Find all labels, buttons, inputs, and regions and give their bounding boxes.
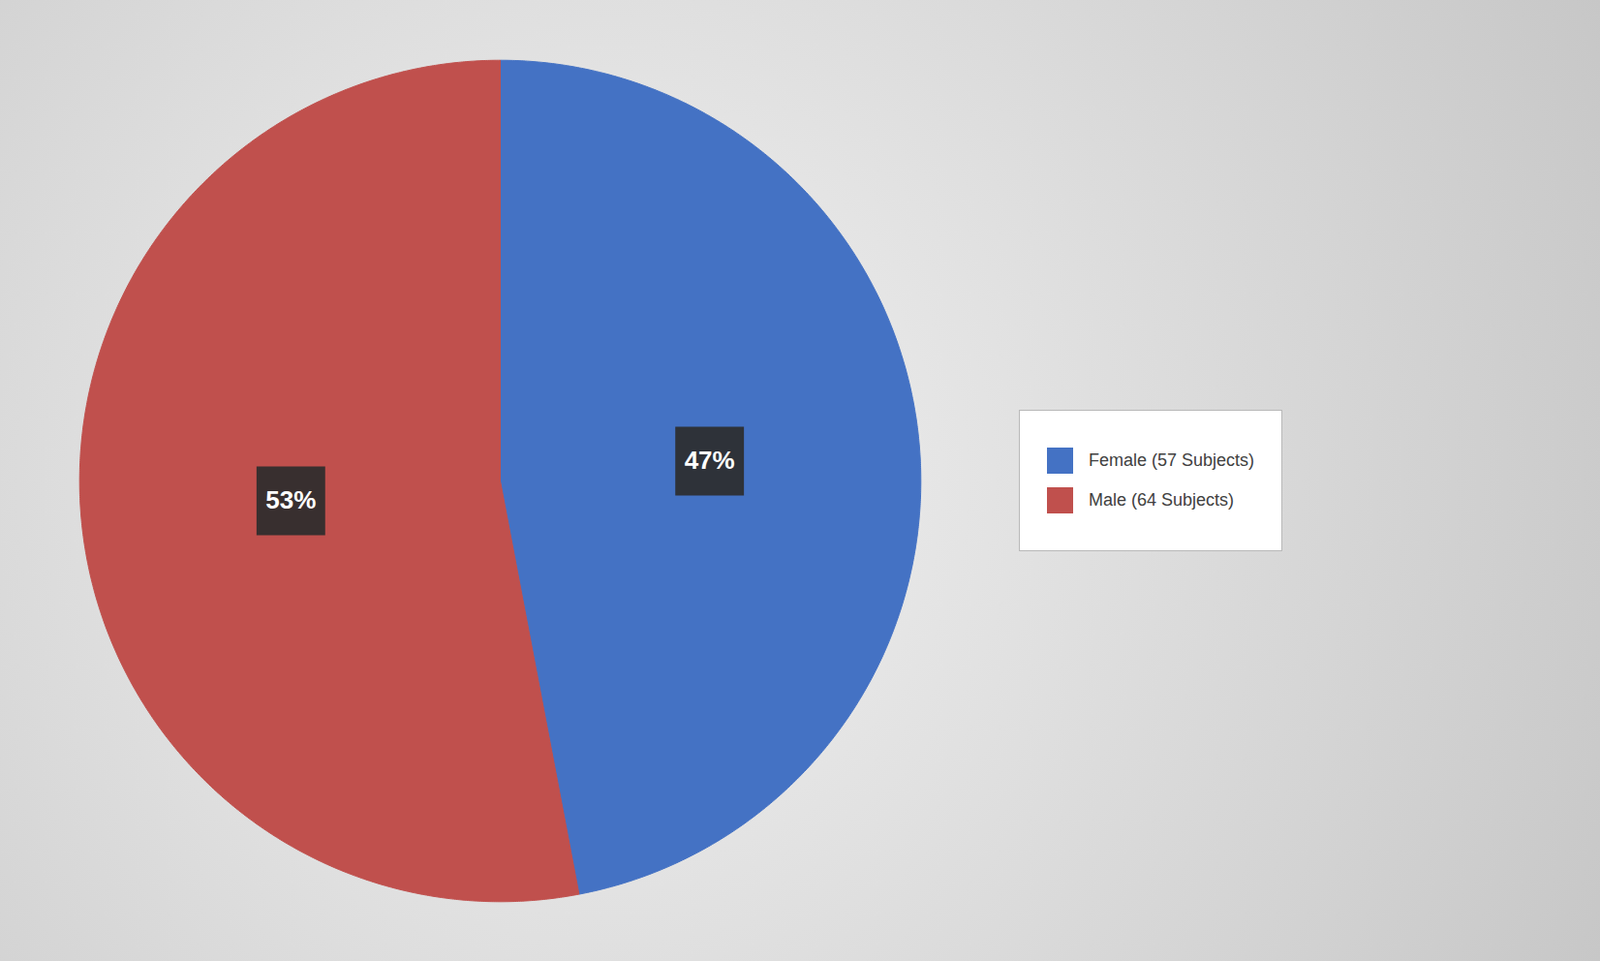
html-text:Male (64 Subjects): Male (64 Subjects) — [1088, 490, 1234, 510]
svg-text:53%: 53% — [265, 485, 316, 515]
html-text:Female (57 Subjects): Female (57 Subjects) — [1088, 450, 1255, 470]
svg-text:47%: 47% — [684, 445, 736, 475]
